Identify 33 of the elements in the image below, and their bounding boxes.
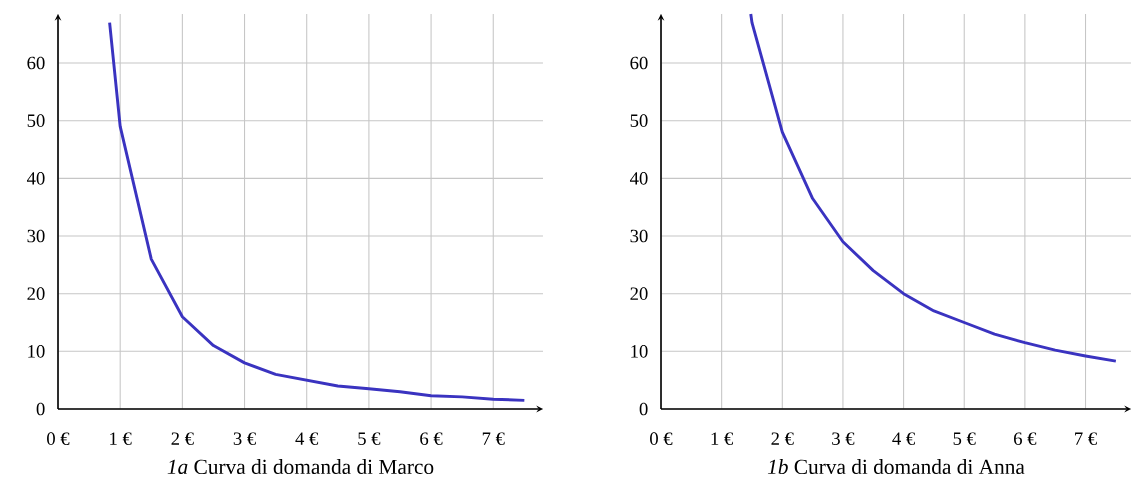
y-tick-label: 20 (630, 287, 648, 300)
y-tick-label: 10 (28, 345, 45, 358)
y-tick-label: 0 (639, 402, 648, 416)
x-tick-label: 2 € (771, 432, 794, 445)
x-tick-label: 2 € (171, 432, 194, 445)
text: 1a Curva di domanda di Marco (167, 459, 434, 475)
line-series (749, 12, 1118, 363)
y-tick-label: 0 (36, 402, 45, 416)
x-tick-label: 6 € (1014, 432, 1037, 445)
x-tick-label: 3 € (832, 432, 855, 445)
y-tick-label: 30 (630, 229, 648, 243)
text: 1b Curva di domanda di Anna (767, 459, 1025, 475)
x-tick-label: 1 € (711, 432, 734, 445)
x-tick-label: 4 € (892, 432, 915, 445)
x-tick-label: 7 € (1075, 432, 1097, 445)
y-tick-label: 40 (26, 172, 45, 185)
y-tick-label: 30 (27, 229, 45, 243)
x-tick-label: 0 € (650, 432, 673, 445)
y-tick-label: 50 (27, 114, 45, 127)
y-tick-label: 60 (630, 56, 648, 70)
y-tick-label: 10 (631, 345, 648, 358)
y-tick-label: 50 (630, 114, 648, 127)
x-tick-label: 5 € (358, 432, 381, 445)
x-tick-label: 6 € (420, 432, 443, 445)
x-tick-label: 5 € (953, 432, 976, 445)
x-tick-label: 0 € (47, 432, 70, 445)
x-tick-label: 3 € (233, 432, 256, 445)
x-tick-label: 1 € (110, 432, 132, 445)
y-tick-label: 40 (629, 172, 648, 185)
y-tick-label: 20 (27, 287, 45, 300)
x-tick-label: 4 € (295, 432, 319, 445)
y-tick-label: 60 (27, 56, 45, 70)
x-tick-label: 7 € (482, 432, 505, 445)
